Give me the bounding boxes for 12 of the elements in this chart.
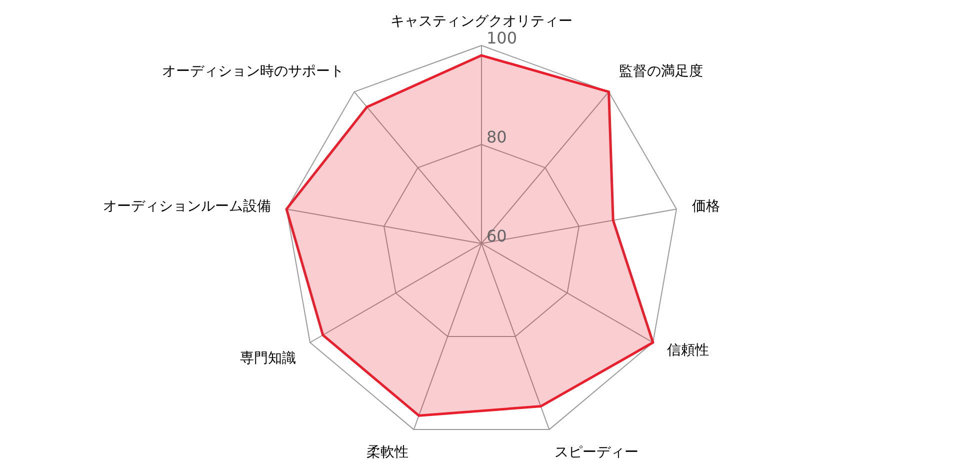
spoke-label: キャスティングクオリティー [390,14,572,30]
spoke-label: 柔軟性 [366,444,408,461]
spoke-label: 信頼性 [666,342,709,358]
spoke-label: 専門知識 [240,350,296,366]
y-tick-label: 100 [486,28,518,48]
spoke-label: オーディション時のサポート [162,64,344,80]
spoke-label: 価格 [692,198,720,214]
spoke-label: 監督の満足度 [619,64,704,80]
y-tick-label: 60 [486,226,507,246]
spoke-label: スピーディー [554,444,639,461]
y-tick-label: 80 [486,128,507,146]
spoke-label: オーディションルーム設備 [102,198,271,214]
